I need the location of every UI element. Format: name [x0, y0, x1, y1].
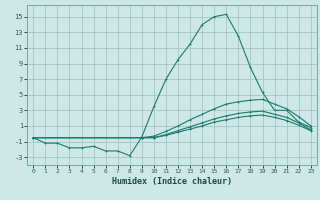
X-axis label: Humidex (Indice chaleur): Humidex (Indice chaleur): [112, 177, 232, 186]
